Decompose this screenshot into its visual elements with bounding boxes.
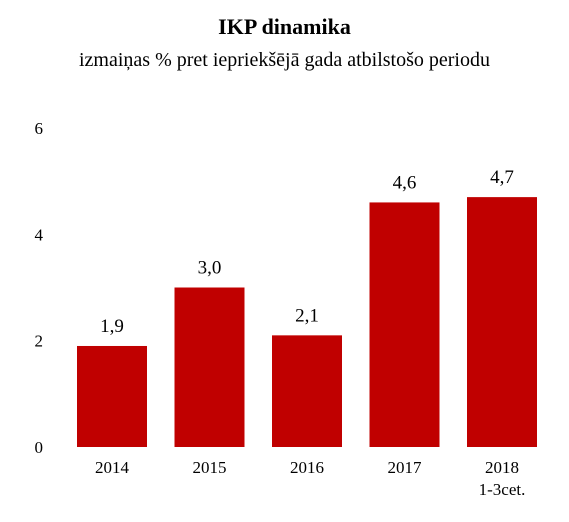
data-label: 2,1 <box>295 305 319 326</box>
y-axis: 0 2 4 6 <box>35 119 44 457</box>
data-label: 3,0 <box>198 258 222 279</box>
y-tick-label: 0 <box>35 438 44 457</box>
y-tick-label: 4 <box>35 225 44 244</box>
x-tick-label: 2016 <box>290 458 324 477</box>
x-tick-label: 2014 <box>95 458 130 477</box>
bar <box>77 345 147 447</box>
bars <box>77 197 537 447</box>
x-tick-label: 2017 <box>388 458 423 477</box>
bar <box>272 335 342 447</box>
x-tick-label: 1-3cet. <box>479 480 526 499</box>
data-label: 4,6 <box>393 172 417 193</box>
chart-title: IKP dinamika <box>218 14 351 39</box>
x-tick-label: 2018 <box>485 458 519 477</box>
x-tick-label: 2015 <box>193 458 227 477</box>
y-tick-label: 6 <box>35 119 44 138</box>
data-label: 1,9 <box>100 316 124 337</box>
chart-subtitle: izmaiņas % pret iepriekšējā gada atbilst… <box>79 49 490 71</box>
bar <box>467 197 537 447</box>
x-axis: 2014 2015 2016 2017 2018 1-3cet. <box>95 458 525 499</box>
data-label: 4,7 <box>490 167 514 188</box>
bar <box>369 202 440 447</box>
value-labels: 1,9 3,0 2,1 4,6 4,7 <box>100 167 514 337</box>
bar <box>174 287 245 447</box>
y-tick-label: 2 <box>35 332 44 351</box>
